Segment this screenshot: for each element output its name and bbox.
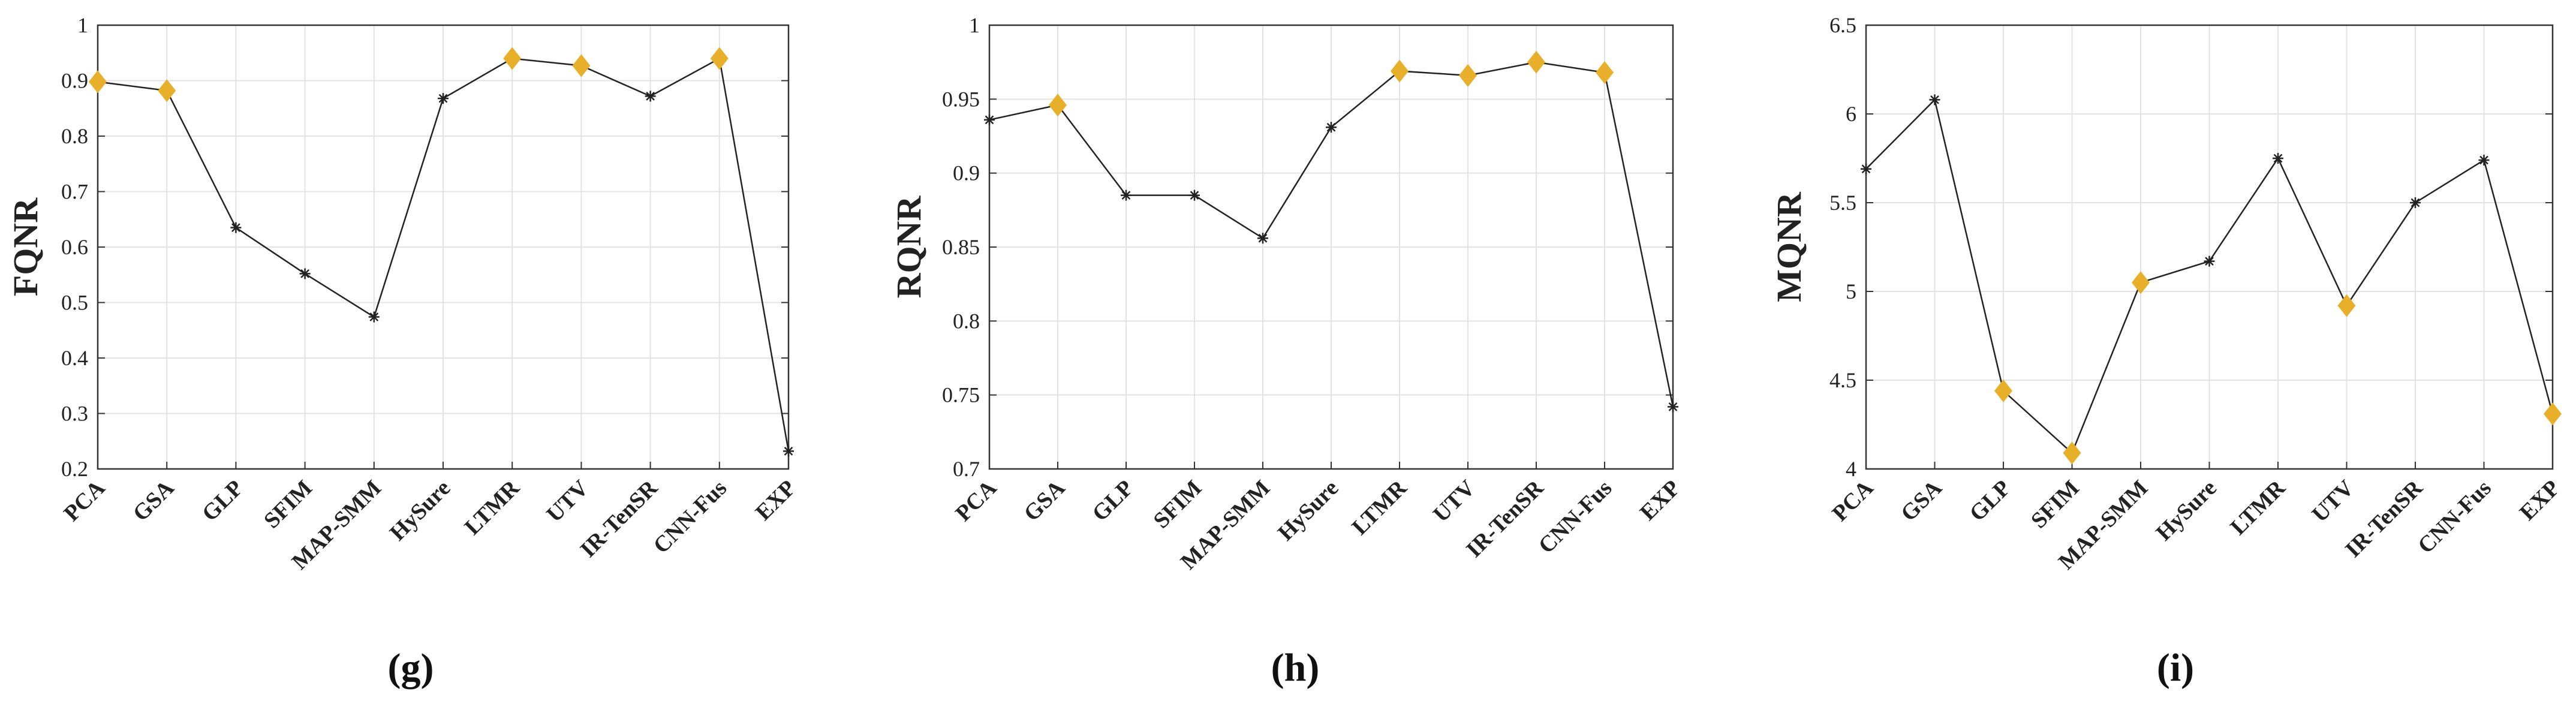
x-tick-label: CNN-Fus [2413, 476, 2496, 559]
data-point-star [984, 114, 995, 125]
y-tick-label: 0.8 [953, 309, 980, 333]
x-tick-label: PCA [1827, 475, 1878, 526]
data-point-diamond [710, 47, 729, 70]
y-tick-label: 0.3 [61, 402, 88, 426]
x-tick-label: PCA [59, 475, 110, 526]
y-tick-label: 4 [1846, 457, 1856, 481]
y-tick-label: 0.2 [61, 457, 88, 481]
data-point-diamond [1459, 64, 1477, 87]
y-tick-label: 0.4 [61, 346, 88, 370]
x-tick-label: SFIM [259, 476, 317, 534]
x-tick-label: HySure [1273, 476, 1343, 546]
data-point-star [1189, 189, 1200, 201]
data-point-star [368, 311, 380, 323]
y-tick-label: 1 [969, 13, 980, 37]
y-tick-label: 0.85 [942, 235, 980, 259]
y-tick-label: 5.5 [1829, 191, 1856, 215]
x-tick-label: GSA [128, 475, 179, 526]
x-tick-label: CNN-Fus [1534, 476, 1617, 559]
data-point-diamond [1994, 379, 2012, 402]
x-tick-label: GLP [1087, 476, 1138, 527]
x-tick-label: LTMR [1347, 475, 1412, 540]
panel-label: (g) [388, 646, 434, 690]
panel-label: (i) [2157, 646, 2194, 690]
x-tick-label: UTV [2307, 475, 2359, 527]
data-point-star [438, 93, 449, 104]
x-tick-label: EXP [1635, 476, 1685, 525]
x-tick-label: HySure [2151, 476, 2222, 546]
x-tick-label: SFIM [1148, 476, 1206, 534]
y-tick-label: 0.7 [61, 180, 88, 204]
y-tick-label: 0.5 [61, 291, 88, 315]
data-point-diamond [2132, 271, 2150, 294]
data-point-diamond [2337, 294, 2356, 317]
x-tick-label: GSA [1896, 475, 1947, 526]
data-point-star [783, 446, 794, 457]
x-tick-label: GSA [1019, 475, 1070, 526]
x-tick-label: HySure [385, 476, 455, 546]
y-tick-label: 0.6 [61, 235, 88, 259]
data-point-star [2410, 197, 2421, 208]
data-point-star [1929, 94, 1940, 106]
data-point-star [1257, 233, 1268, 244]
y-tick-label: 5 [1846, 279, 1856, 303]
y-tick-label: 0.95 [942, 87, 980, 111]
y-tick-label: 6.5 [1829, 13, 1856, 37]
data-point-star [645, 91, 656, 102]
y-tick-label: 0.9 [953, 161, 980, 185]
x-tick-label: LTMR [460, 475, 525, 540]
x-tick-label: LTMR [2226, 475, 2291, 540]
data-point-star [2478, 154, 2490, 166]
data-point-diamond [572, 54, 591, 77]
data-point-diamond [1391, 59, 1409, 83]
x-tick-label: GLP [1964, 476, 2015, 527]
data-point-star [2204, 255, 2215, 267]
y-axis-label: RQNR [889, 195, 928, 299]
data-point-star [2273, 153, 2283, 164]
x-tick-label: UTV [541, 475, 594, 527]
data-point-diamond [503, 47, 522, 70]
y-tick-label: 4.5 [1829, 368, 1856, 392]
y-axis-label: MQNR [1770, 191, 1808, 302]
data-point-diamond [1596, 61, 1614, 84]
x-tick-label: SFIM [2026, 476, 2084, 534]
data-point-diamond [158, 79, 176, 103]
x-tick-label: IR-TenSR [576, 475, 663, 562]
x-tick-label: CNN-Fus [648, 476, 732, 559]
data-point-star [1326, 122, 1337, 133]
data-point-star [299, 268, 311, 279]
x-tick-label: EXP [751, 476, 801, 525]
data-point-diamond [1049, 94, 1067, 117]
data-point-diamond [2063, 441, 2081, 465]
x-tick-label: EXP [2515, 476, 2565, 525]
data-point-star [230, 222, 242, 233]
data-point-star [1668, 401, 1678, 413]
data-point-star [1861, 163, 1871, 175]
x-tick-label: PCA [950, 475, 1001, 526]
data-point-diamond [1527, 50, 1545, 74]
y-tick-label: 1 [77, 13, 88, 37]
y-tick-label: 6 [1846, 102, 1856, 126]
x-tick-label: GLP [197, 476, 248, 527]
x-tick-label: UTV [1428, 475, 1480, 527]
y-axis-label: FQNR [6, 197, 45, 296]
data-point-diamond [89, 70, 107, 94]
data-point-star [1121, 189, 1131, 201]
panel-label: (h) [1271, 646, 1320, 690]
y-tick-label: 0.9 [61, 69, 88, 93]
y-tick-label: 0.7 [953, 457, 980, 481]
y-tick-label: 0.75 [942, 383, 980, 407]
data-point-diamond [2544, 402, 2562, 426]
y-tick-label: 0.8 [61, 124, 88, 148]
